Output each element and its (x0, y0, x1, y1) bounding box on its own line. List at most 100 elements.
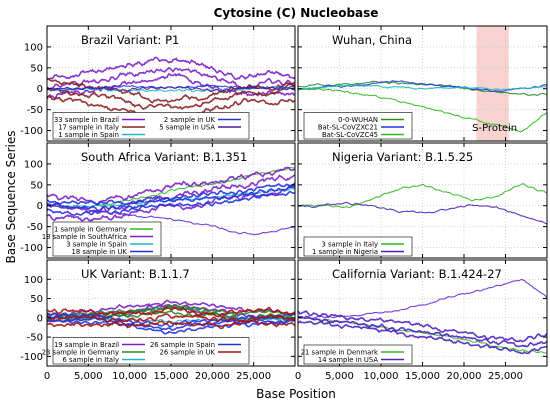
series-group (298, 183, 547, 225)
x-tick-label: 20,000 (447, 371, 482, 382)
legend-box (52, 337, 250, 365)
panel-1: -100 -50 0 50 100 Brazil Variant: P1 33 sample… (20, 25, 296, 142)
x-tick-label: 5,000 (325, 371, 354, 382)
legend-label: 2 sample in UK (164, 116, 216, 124)
y-tick-label: -50 (27, 222, 43, 233)
x-tick-label: 25,000 (236, 371, 271, 382)
legend-label: 1 sample in Spain (58, 131, 119, 139)
x-axis-label: Base Position (256, 387, 336, 401)
y-tick-label: -50 (27, 333, 43, 344)
series-line (298, 80, 547, 93)
x-tick-label: 0 (295, 371, 301, 382)
panel-2: Wuhan, ChinaS-Protein0-0-WUHANBat-SL-CoV… (297, 25, 548, 142)
y-tick-label: 100 (24, 159, 43, 170)
series-line (47, 72, 295, 100)
series-line (47, 204, 295, 236)
legend-label: 1 sample in Nigeria (312, 248, 378, 256)
x-tick-label: 0 (44, 371, 50, 382)
series-line (47, 313, 295, 323)
legend-box (52, 112, 250, 140)
series-line (298, 320, 547, 355)
legend-label: 26 sample in Spain (150, 341, 215, 349)
series-line (47, 83, 295, 110)
legend-label: 14 sample in USA (318, 356, 378, 364)
legend-label: Bat-SL-CoVZXC21 (318, 124, 378, 132)
series-line (47, 314, 295, 331)
series-line (47, 66, 295, 90)
x-tick-label: 15,000 (405, 371, 440, 382)
legend-label: 26 sample in UK (160, 349, 216, 357)
x-tick-label: 25,000 (488, 371, 523, 382)
legend-label: 3 sample in Italy (322, 241, 378, 249)
panel-title: Wuhan, China (332, 33, 412, 47)
x-tick-label: 20,000 (195, 371, 230, 382)
panel-6: 0 5,000 10,000 15,000 20,000 25,000 California… (295, 259, 548, 382)
panel-title: Brazil Variant: P1 (81, 33, 179, 47)
series-line (298, 84, 547, 91)
panel-3: -100 -50 0 50 100 South Africa Variant: B.1.3… (20, 142, 296, 259)
y-tick-label: -100 (20, 126, 43, 137)
figure-title: Cytosine (C) Nucleobase (214, 6, 379, 20)
y-tick-label: 50 (30, 63, 43, 74)
legend-label: 19 sample in Brazil (54, 341, 119, 349)
y-tick-label: -100 (20, 352, 43, 363)
series-line (47, 185, 295, 212)
series-line (47, 166, 295, 205)
x-tick-label: 10,000 (364, 371, 399, 382)
legend-label: 1 sample in Germany (54, 226, 127, 234)
series-line (298, 310, 547, 343)
legend-label: 23 sample in Germany (42, 349, 119, 357)
panel-5: -100 -50 0 50 100 0 5,000 10,000 15,000 20,000 25,… (20, 259, 296, 382)
series-line (47, 56, 295, 81)
y-tick-label: 0 (37, 313, 43, 324)
series-line (47, 86, 295, 92)
series-group (298, 278, 547, 355)
series-line (47, 190, 295, 216)
y-axis-label: Base Sequence Series (4, 131, 18, 264)
legend-label: Bat-SL-CoVZC45 (322, 131, 378, 139)
panel-title: California Variant: B.1.424-27 (332, 267, 502, 281)
legend-label: 0-0-WUHAN (338, 116, 378, 124)
legend-label: 3 sample in Spain (66, 241, 127, 249)
series-line (298, 87, 547, 133)
series-line (47, 306, 295, 318)
legend-label: 5 sample in USA (159, 124, 215, 132)
s-protein-label: S-Protein (472, 123, 517, 134)
legend-label: 18 sample in SouthAfrica (42, 233, 127, 241)
y-tick-label: 100 (24, 42, 43, 53)
legend-label: 6 sample in Italy (63, 356, 119, 364)
legend-label: 18 sample in UK (72, 248, 128, 256)
series-line (298, 183, 547, 209)
legend-label: 21 sample in Denmark (301, 349, 378, 357)
y-tick-label: -50 (27, 105, 43, 116)
series-line (298, 278, 547, 319)
y-tick-label: 50 (30, 180, 43, 191)
series-group (298, 80, 547, 133)
series-line (47, 182, 295, 206)
series-line (298, 80, 547, 97)
y-tick-label: 0 (37, 84, 43, 95)
x-tick-label: 15,000 (154, 371, 189, 382)
x-tick-label: 10,000 (112, 371, 147, 382)
y-tick-label: -100 (20, 243, 43, 254)
series-line (47, 319, 295, 330)
y-tick-label: 0 (37, 201, 43, 212)
series-line (47, 318, 295, 335)
series-group (47, 166, 295, 236)
series-line (298, 315, 547, 348)
panel-4: Nigeria Variant: B.1.5.25 3 sample in Ita… (297, 142, 548, 259)
panel-title: South Africa Variant: B.1.351 (81, 150, 247, 164)
legend-box (52, 221, 162, 257)
series-line (298, 201, 547, 225)
panel-title: UK Variant: B.1.1.7 (81, 267, 190, 281)
legend-label: 17 sample in Italy (58, 124, 119, 132)
legend-label: 33 sample in Brazil (54, 116, 119, 124)
